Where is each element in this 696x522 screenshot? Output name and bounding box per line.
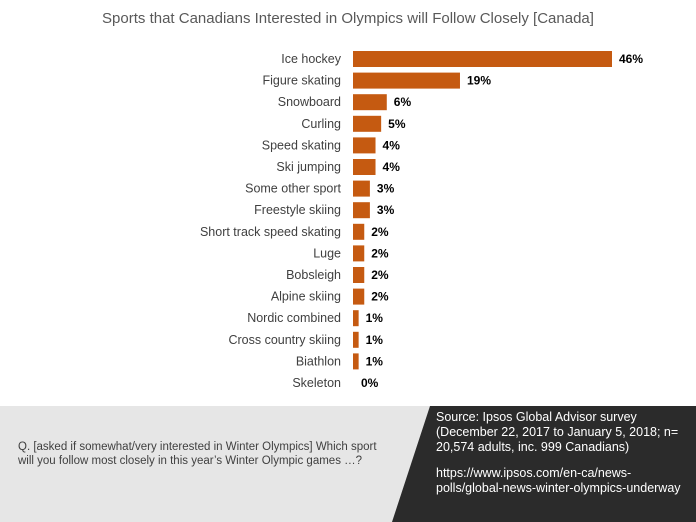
bar xyxy=(353,245,365,262)
category-label: Speed skating xyxy=(262,138,341,152)
bar xyxy=(353,72,460,89)
bar xyxy=(353,202,370,219)
category-label: Short track speed skating xyxy=(200,225,341,239)
question-text: Q. [asked if somewhat/very interested in… xyxy=(18,441,377,467)
bar xyxy=(353,115,382,132)
value-label: 4% xyxy=(383,138,401,152)
source-text: Source: Ipsos Global Advisor survey (Dec… xyxy=(436,410,679,454)
category-label: Nordic combined xyxy=(247,311,341,325)
value-label: 19% xyxy=(467,74,491,88)
category-label: Curling xyxy=(301,117,341,131)
category-label: Biathlon xyxy=(296,354,341,368)
category-label: Ice hockey xyxy=(281,52,342,66)
bar xyxy=(353,267,365,283)
value-label: 1% xyxy=(366,354,384,368)
category-label: Figure skating xyxy=(262,74,341,88)
bar xyxy=(353,180,370,197)
value-label: 3% xyxy=(377,203,395,217)
bar xyxy=(353,51,612,67)
value-label: 5% xyxy=(388,117,406,131)
bar xyxy=(353,331,359,348)
category-label: Snowboard xyxy=(278,95,341,109)
category-label: Some other sport xyxy=(245,182,341,196)
bar xyxy=(353,94,387,111)
category-label: Ski jumping xyxy=(276,160,341,174)
category-label: Luge xyxy=(313,246,341,260)
bar xyxy=(353,223,365,240)
category-label: Alpine skiing xyxy=(271,290,341,304)
question-panel: Q. [asked if somewhat/very interested in… xyxy=(0,406,430,522)
value-label: 2% xyxy=(371,225,389,239)
bar xyxy=(353,137,376,154)
chart-title: Sports that Canadians Interested in Olym… xyxy=(102,10,594,27)
category-label: Freestyle skiing xyxy=(254,203,341,217)
value-label: 0% xyxy=(361,376,379,390)
value-label: 2% xyxy=(371,268,389,282)
category-label: Cross country skiing xyxy=(228,333,341,347)
value-label: 2% xyxy=(371,246,389,260)
value-label: 4% xyxy=(383,160,401,174)
source-url: https://www.ipsos.com/en-ca/news-polls/g… xyxy=(436,466,681,495)
bar xyxy=(353,353,359,370)
value-label: 2% xyxy=(371,290,389,304)
bar xyxy=(353,288,365,305)
value-label: 6% xyxy=(394,95,412,109)
category-label: Bobsleigh xyxy=(286,268,341,282)
value-label: 46% xyxy=(619,52,643,66)
value-label: 3% xyxy=(377,182,395,196)
source-panel: Source: Ipsos Global Advisor survey (Dec… xyxy=(392,406,696,522)
value-label: 1% xyxy=(366,311,384,325)
value-label: 1% xyxy=(366,333,384,347)
bar xyxy=(353,159,376,175)
bar-chart: Ice hockey 46% Figure skating 19% Snowboard 6… xyxy=(200,51,643,390)
category-label: Skeleton xyxy=(292,376,341,390)
bar xyxy=(353,310,359,327)
